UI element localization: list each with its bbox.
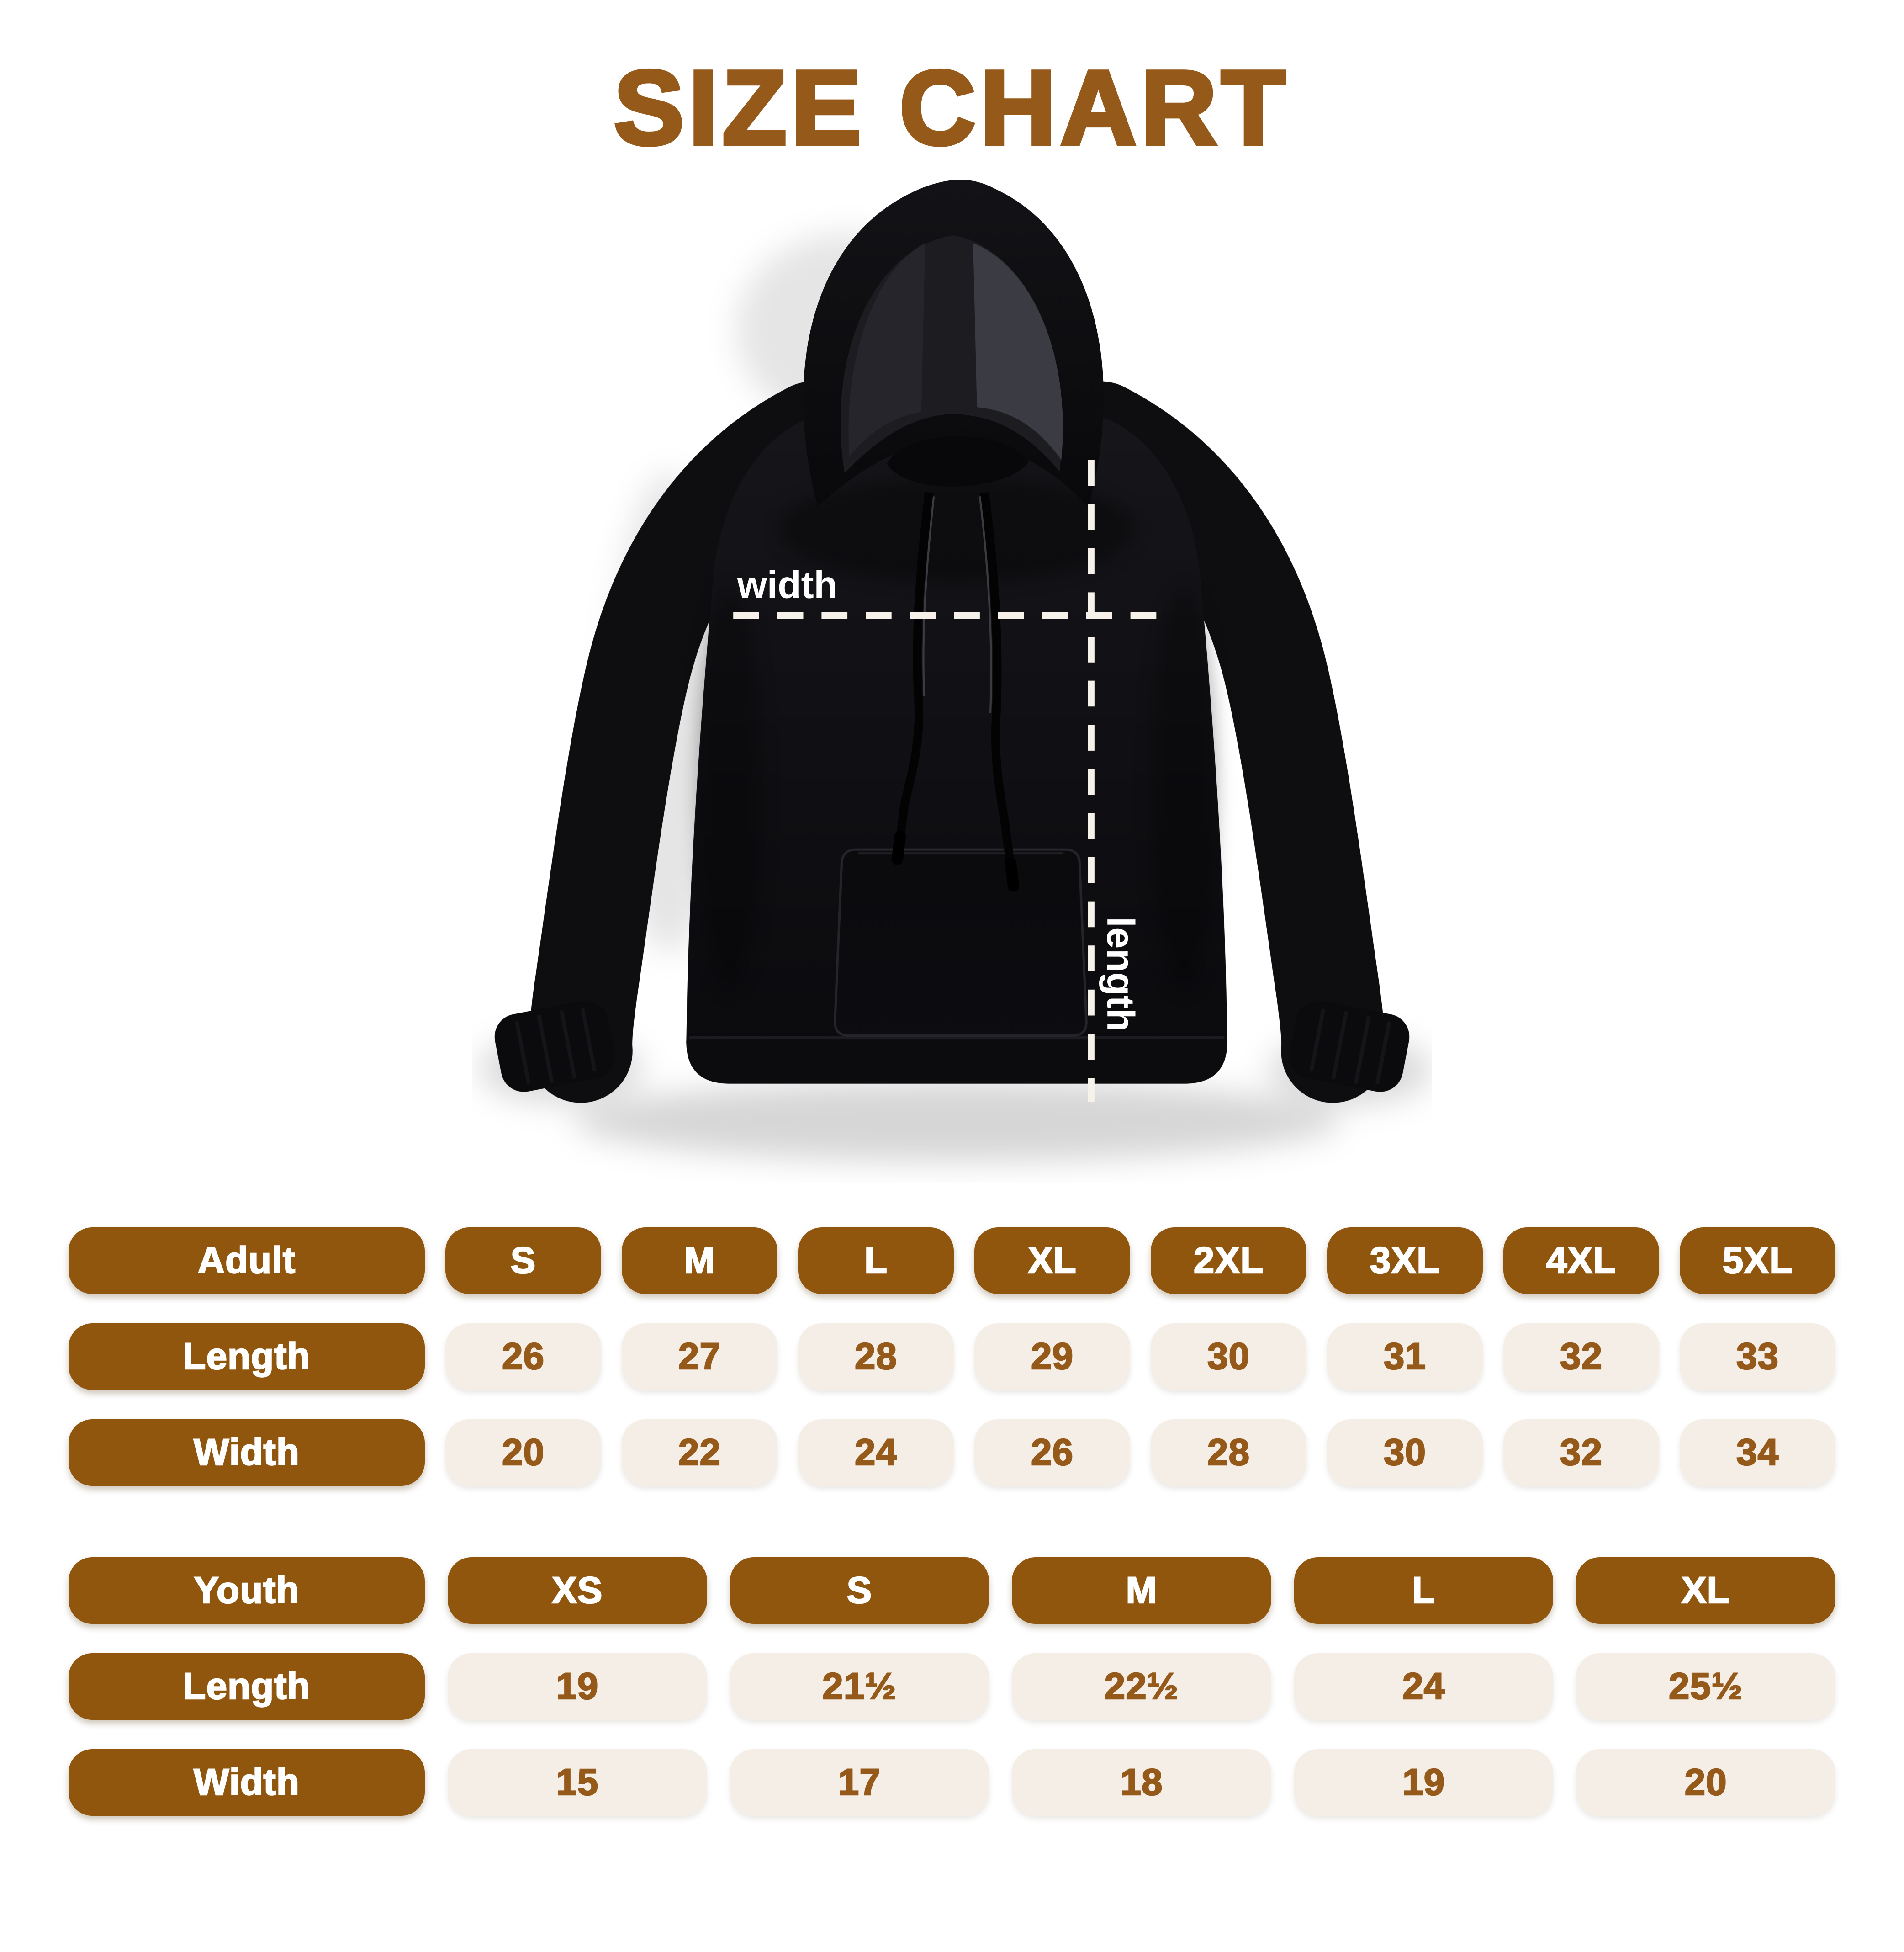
youth-width-value: 19	[1294, 1749, 1554, 1816]
youth-length-row: Length 19 21½ 22½ 24 25½	[69, 1653, 1835, 1720]
width-label: width	[737, 563, 837, 606]
adult-width-label: Width	[69, 1419, 425, 1486]
youth-width-value: 17	[730, 1749, 989, 1816]
adult-length-value: 32	[1503, 1323, 1659, 1390]
page-title: SIZE CHART	[612, 47, 1290, 169]
adult-table-label: Adult	[69, 1227, 425, 1294]
adult-size-table: Adult S M L XL 2XL 3XL 4XL 5XL Length 26…	[69, 1227, 1835, 1486]
youth-length-value: 24	[1294, 1653, 1554, 1720]
adult-length-value: 27	[622, 1323, 777, 1390]
adult-size-header-s: S	[445, 1227, 601, 1294]
size-tables: Adult S M L XL 2XL 3XL 4XL 5XL Length 26…	[0, 1227, 1904, 1816]
adult-width-value: 30	[1327, 1419, 1483, 1486]
youth-length-value: 22½	[1012, 1653, 1271, 1720]
youth-size-header-l: L	[1294, 1557, 1554, 1624]
youth-width-value: 18	[1012, 1749, 1271, 1816]
hem-band	[686, 1035, 1227, 1084]
cuff-left	[494, 1000, 615, 1092]
adult-width-row: Width 20 22 24 26 28 30 32 34	[69, 1419, 1835, 1486]
youth-width-value: 15	[448, 1749, 707, 1816]
adult-width-value: 28	[1151, 1419, 1306, 1486]
adult-header-row: Adult S M L XL 2XL 3XL 4XL 5XL	[69, 1227, 1835, 1294]
youth-size-table: Youth XS S M L XL Length 19 21½ 22½ 24 2…	[69, 1557, 1835, 1816]
youth-width-row: Width 15 17 18 19 20	[69, 1749, 1835, 1816]
adult-length-row: Length 26 27 28 29 30 31 32 33	[69, 1323, 1835, 1390]
drawstrings	[891, 492, 1019, 892]
hoodie-illustration: width length	[479, 179, 1432, 1162]
length-label: length	[1099, 917, 1142, 1032]
size-chart-page: SIZE CHART	[0, 47, 1904, 1952]
adult-size-header-3xl: 3XL	[1327, 1227, 1483, 1294]
adult-length-value: 29	[974, 1323, 1130, 1390]
adult-length-value: 30	[1151, 1323, 1306, 1390]
hood	[803, 179, 1104, 507]
adult-size-header-l: L	[798, 1227, 954, 1294]
adult-size-header-xl: XL	[974, 1227, 1130, 1294]
youth-width-value: 20	[1576, 1749, 1835, 1816]
adult-width-value: 20	[445, 1419, 601, 1486]
adult-length-value: 28	[798, 1323, 954, 1390]
adult-width-value: 26	[974, 1419, 1130, 1486]
youth-table-label: Youth	[69, 1557, 425, 1624]
adult-length-value: 33	[1680, 1323, 1835, 1390]
youth-size-header-s: S	[730, 1557, 989, 1624]
youth-size-header-xl: XL	[1576, 1557, 1835, 1624]
youth-size-header-m: M	[1012, 1557, 1271, 1624]
adult-width-value: 24	[798, 1419, 954, 1486]
adult-size-header-m: M	[622, 1227, 777, 1294]
youth-header-row: Youth XS S M L XL	[69, 1557, 1835, 1624]
adult-length-label: Length	[69, 1323, 425, 1390]
adult-length-value: 31	[1327, 1323, 1483, 1390]
kangaroo-pocket	[834, 848, 1088, 1037]
cuff-right	[1289, 1000, 1410, 1092]
adult-length-value: 26	[445, 1323, 601, 1390]
youth-length-value: 19	[448, 1653, 707, 1720]
youth-length-value: 21½	[730, 1653, 989, 1720]
youth-width-label: Width	[69, 1749, 425, 1816]
hoodie-diagram: width length	[0, 176, 1904, 1183]
adult-width-value: 22	[622, 1419, 777, 1486]
adult-size-header-2xl: 2XL	[1151, 1227, 1306, 1294]
adult-width-value: 32	[1503, 1419, 1659, 1486]
adult-size-header-4xl: 4XL	[1503, 1227, 1659, 1294]
youth-length-label: Length	[69, 1653, 425, 1720]
adult-width-value: 34	[1680, 1419, 1835, 1486]
youth-size-header-xs: XS	[448, 1557, 707, 1624]
adult-size-header-5xl: 5XL	[1680, 1227, 1835, 1294]
youth-length-value: 25½	[1576, 1653, 1835, 1720]
